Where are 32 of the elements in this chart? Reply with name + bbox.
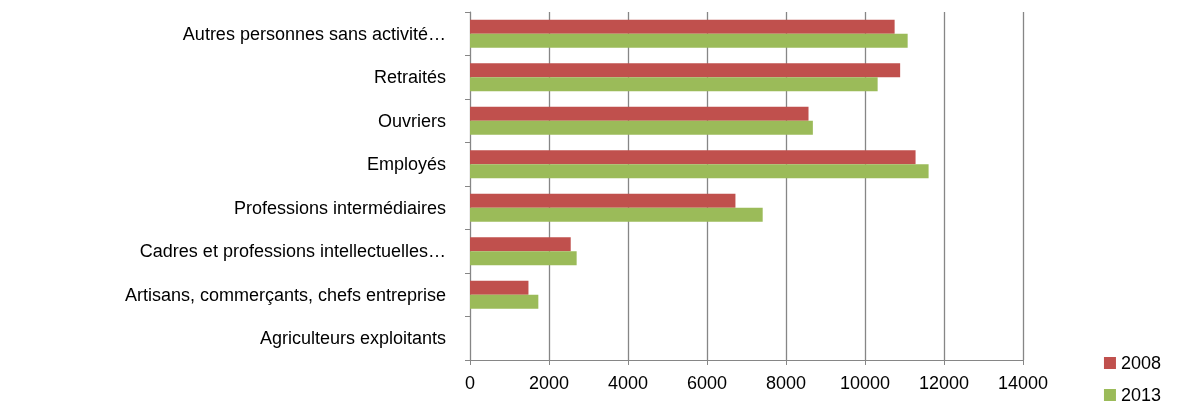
y-tick-label: Retraités <box>373 67 446 88</box>
bar <box>470 237 571 252</box>
bar <box>470 294 539 309</box>
bar <box>470 251 577 266</box>
x-tick-label: 0 <box>464 373 476 393</box>
x-tick-label: 8000 <box>765 373 807 393</box>
y-tick-label: Autres personnes sans activité… <box>182 23 446 44</box>
y-tick-label: Professions intermédiaires <box>233 197 446 218</box>
x-tick-label: 14000 <box>997 373 1049 393</box>
bar <box>470 120 813 135</box>
y-tick-label: Artisans, commerçants, chefs entreprise <box>124 284 446 305</box>
x-tick-label: 6000 <box>686 373 728 393</box>
x-tick-label: 12000 <box>918 373 970 393</box>
bar <box>470 33 908 48</box>
bar <box>470 77 878 92</box>
x-tick-label: 10000 <box>839 373 891 393</box>
bar <box>470 280 529 295</box>
bar <box>470 63 901 78</box>
bar <box>470 164 929 179</box>
bar <box>470 106 809 121</box>
bar <box>470 207 763 222</box>
x-tick-label: 2000 <box>528 373 570 393</box>
y-tick-label: Agriculteurs exploitants <box>259 328 446 349</box>
x-tick-label: 4000 <box>607 373 649 393</box>
y-tick-label: Cadres et professions intellectuelles… <box>139 241 446 262</box>
legend-label: 2013 <box>1120 385 1161 405</box>
y-tick-label: Ouvriers <box>377 110 446 131</box>
bar <box>470 150 916 165</box>
legend-label: 2008 <box>1120 353 1161 373</box>
bar <box>470 19 895 34</box>
bar <box>470 193 736 208</box>
y-tick-label: Employés <box>366 154 446 175</box>
